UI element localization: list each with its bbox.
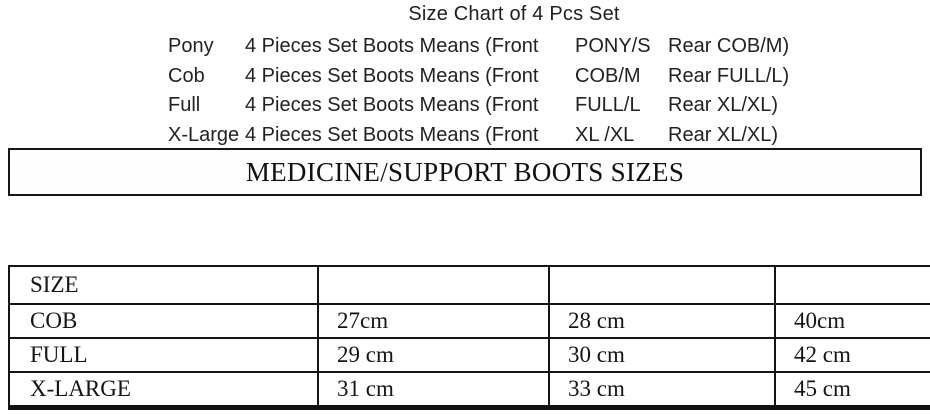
measurement-cell: 45 cm	[774, 371, 930, 409]
set-rear-size: Rear FULL/L)	[668, 64, 790, 87]
measurement-cell: 33 cm	[548, 371, 776, 409]
column-header-empty-1	[317, 265, 550, 305]
set-means-text: 4 Pieces Set Boots Means (Front	[245, 123, 539, 146]
banner-heading: MEDICINE/SUPPORT BOOTS SIZES	[245, 157, 685, 187]
measurement-cell: 30 cm	[548, 337, 776, 373]
set-line-cob: Cob 4 Pieces Set Boots Means (Front COB/…	[168, 62, 828, 92]
set-means-text: 4 Pieces Set Boots Means (Front	[245, 94, 539, 117]
size-name-cell: COB	[8, 303, 319, 339]
set-means-text: 4 Pieces Set Boots Means (Front	[245, 35, 539, 58]
set-front-size: FULL/L	[575, 94, 641, 117]
set-rear-size: Rear XL/XL)	[668, 94, 779, 117]
medicine-boots-banner: MEDICINE/SUPPORT BOOTS SIZES	[8, 148, 922, 196]
set-front-size: COB/M	[575, 64, 641, 87]
set-line-xlarge: X-Large 4 Pieces Set Boots Means (Front …	[168, 121, 828, 151]
set-line-full: Full 4 Pieces Set Boots Means (Front FUL…	[168, 91, 828, 121]
set-front-size: PONY/S	[575, 35, 651, 58]
page-title: Size Chart of 4 Pcs Set	[408, 3, 620, 25]
table-row-full: FULL 29 cm 30 cm 42 cm	[8, 337, 930, 373]
size-name-cell: FULL	[8, 337, 319, 373]
measurement-cell: 40cm	[774, 303, 930, 339]
set-label: Cob	[168, 64, 205, 87]
set-line-pony: Pony 4 Pieces Set Boots Means (Front PON…	[168, 32, 828, 62]
column-header-empty-2	[548, 265, 776, 305]
column-header-size: SIZE	[8, 265, 319, 305]
table-row-xlarge: X-LARGE 31 cm 33 cm 45 cm	[8, 371, 930, 409]
set-means-text: 4 Pieces Set Boots Means (Front	[245, 64, 539, 87]
table-row-cob: COB 27cm 28 cm 40cm	[8, 303, 930, 339]
measurement-cell: 42 cm	[774, 337, 930, 373]
set-label: Pony	[168, 35, 214, 58]
column-header-empty-3	[774, 265, 930, 305]
set-rear-size: Rear XL/XL)	[668, 123, 779, 146]
set-description-list: Pony 4 Pieces Set Boots Means (Front PON…	[168, 32, 828, 150]
set-label: X-Large	[168, 123, 240, 146]
measurement-cell: 28 cm	[548, 303, 776, 339]
measurement-cell: 31 cm	[317, 371, 550, 409]
measurement-cell: 27cm	[317, 303, 550, 339]
size-name-cell: X-LARGE	[8, 371, 319, 409]
measurement-cell: 29 cm	[317, 337, 550, 373]
table-header-row: SIZE	[8, 265, 930, 305]
set-label: Full	[168, 94, 201, 117]
set-rear-size: Rear COB/M)	[668, 35, 790, 58]
boot-sizes-table: SIZE COB 27cm 28 cm 40cm FULL 29 cm 30 c…	[8, 265, 930, 410]
set-front-size: XL /XL	[575, 123, 635, 146]
